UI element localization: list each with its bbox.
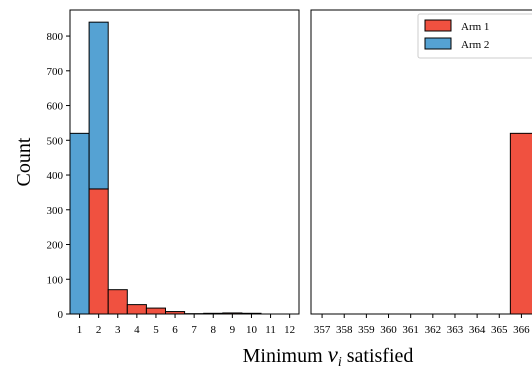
y-tick-label-400: 400 — [47, 170, 64, 182]
legend-label-2: Arm 2 — [461, 39, 489, 51]
plot-frame — [310, 9, 532, 315]
legend-label-1: Arm 1 — [461, 21, 489, 33]
y-tick-label-300: 300 — [47, 205, 64, 217]
bar-arm-2-1 — [69, 132, 90, 315]
y-tick-label-200: 200 — [47, 240, 64, 252]
x-tick-label-362: 362 — [425, 324, 442, 336]
bar-arm-1-3 — [107, 289, 128, 315]
bar-arm-1-5 — [145, 307, 166, 315]
y-axis-title: Count — [13, 137, 35, 186]
legend-swatch-1 — [424, 19, 452, 32]
x-tick-label-3: 3 — [115, 324, 121, 336]
x-tick-label-10: 10 — [246, 324, 258, 336]
x-tick-label-2: 2 — [96, 324, 102, 336]
x-tick-label-9: 9 — [230, 324, 236, 336]
y-tick-label-500: 500 — [47, 135, 64, 147]
y-tick-label-800: 800 — [47, 31, 64, 43]
bar-arm-2-2 — [88, 21, 109, 190]
y-tick-label-100: 100 — [47, 274, 64, 286]
right-panel: 357 358 359 360 361 362 363 364 365 366 — [310, 9, 532, 336]
x-tick-label-361: 361 — [402, 324, 419, 336]
bar-arm-1-2 — [88, 188, 109, 315]
legend: Arm 1 Arm 2 — [417, 13, 532, 59]
x-tick-label-357: 357 — [314, 324, 331, 336]
x-tick-label-366: 366 — [513, 324, 530, 336]
x-tick-label-365: 365 — [491, 324, 508, 336]
x-tick-label-12: 12 — [284, 324, 295, 336]
x-tick-label-11: 11 — [265, 324, 276, 336]
x-tick-label-4: 4 — [134, 324, 140, 336]
y-tick-label-700: 700 — [47, 66, 64, 78]
x-tick-label-1: 1 — [77, 324, 83, 336]
x-tick-label-358: 358 — [336, 324, 353, 336]
x-tick-label-359: 359 — [358, 324, 375, 336]
x-tick-label-8: 8 — [211, 324, 217, 336]
x-tick-label-7: 7 — [191, 324, 197, 336]
x-tick-label-364: 364 — [469, 324, 486, 336]
x-tick-label-6: 6 — [172, 324, 178, 336]
x-tick-label-5: 5 — [153, 324, 159, 336]
x-tick-label-360: 360 — [380, 324, 397, 336]
y-tick-label-600: 600 — [47, 101, 64, 113]
x-tick-label-363: 363 — [447, 324, 464, 336]
y-tick-label-0: 0 — [58, 309, 64, 321]
x-axis-title: Minimum νi satisfied — [243, 342, 414, 367]
plot-frame — [69, 9, 300, 315]
bar-arm-1-4 — [126, 304, 147, 315]
bar-arm-1-366 — [509, 132, 532, 315]
legend-swatch-2 — [424, 37, 452, 50]
